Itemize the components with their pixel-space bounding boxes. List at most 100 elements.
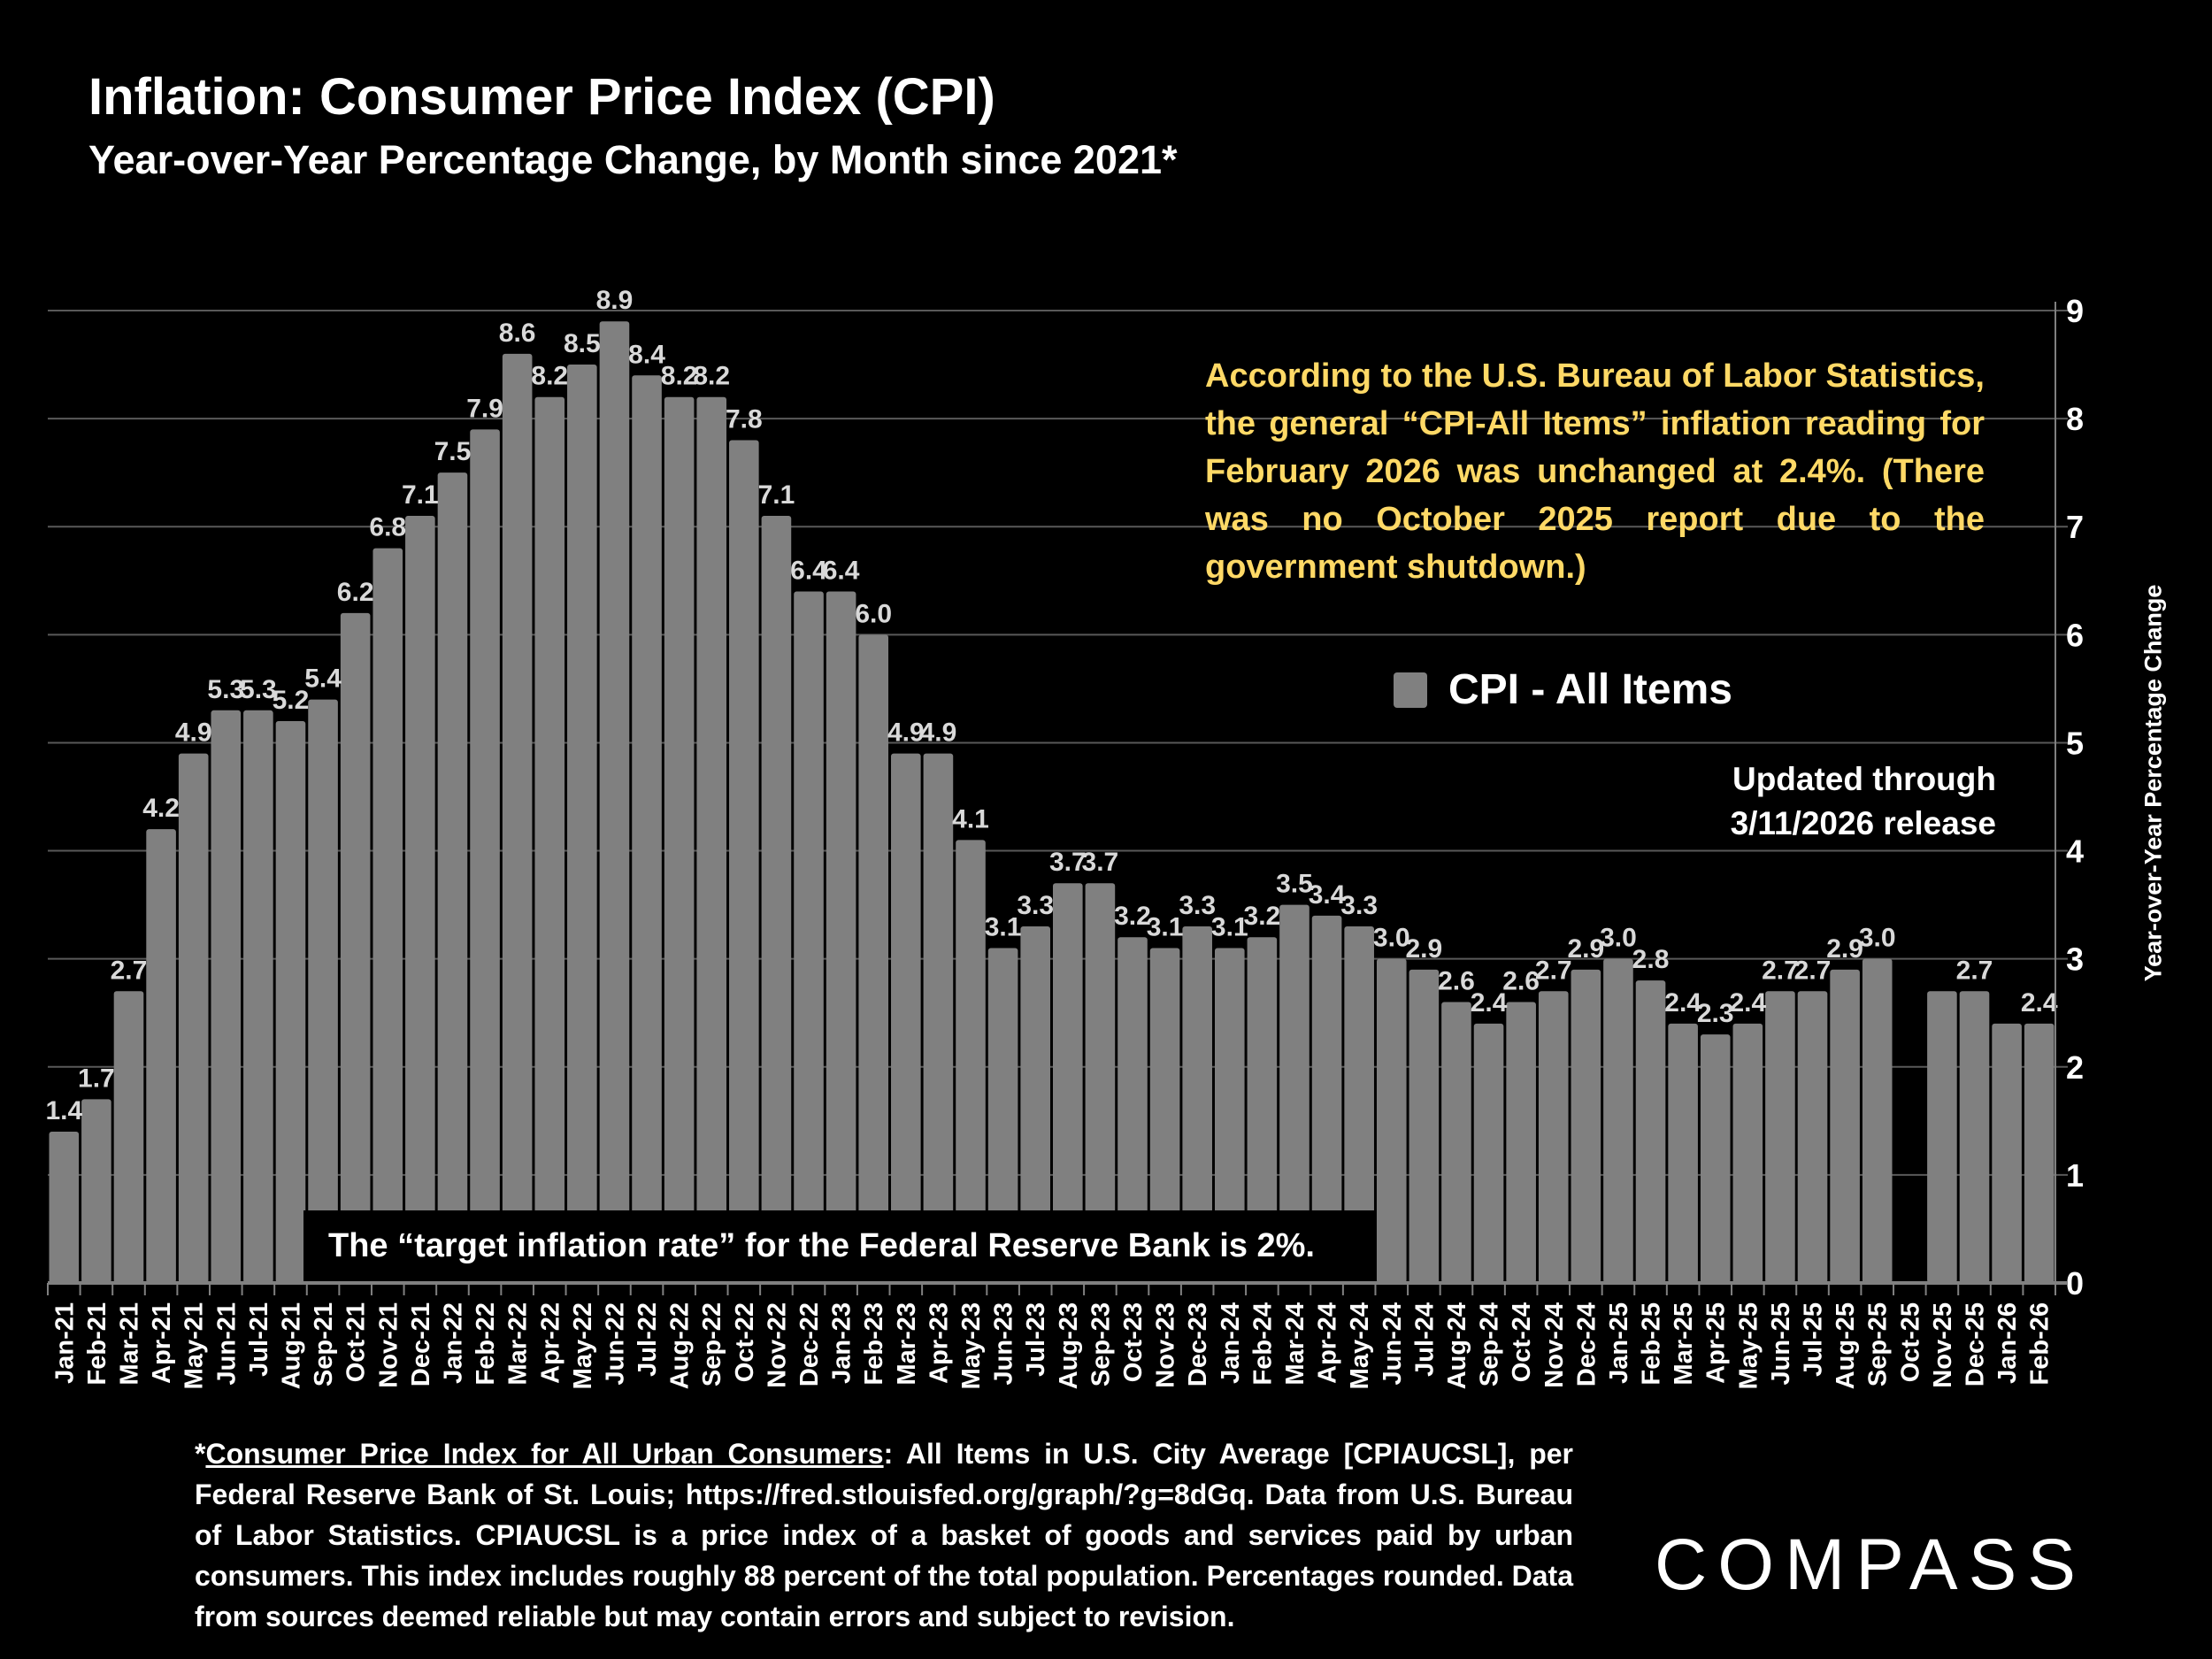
bar-Jan-26 [1992, 1023, 2022, 1283]
y-axis-title: Year-over-Year Percentage Change [2139, 584, 2167, 982]
data-label: 3.1 [1147, 912, 1184, 941]
bar-Aug-23 [1053, 883, 1083, 1283]
bar-Sep-22 [696, 396, 727, 1283]
data-label: 3.3 [1179, 891, 1216, 920]
x-tick-label: Feb-22 [472, 1302, 500, 1385]
bar-Jun-21 [211, 710, 242, 1283]
bar-Feb-23 [858, 634, 889, 1283]
bar-Mar-22 [502, 353, 533, 1283]
x-tick-label: Dec-22 [795, 1302, 824, 1386]
x-tick-label: Feb-24 [1248, 1302, 1277, 1385]
data-label: 2.4 [1664, 988, 1701, 1018]
x-tick-label: Sep-21 [310, 1302, 338, 1386]
annotation-text: According to the U.S. Bureau of Labor St… [1205, 357, 1985, 586]
data-label: 3.4 [1309, 880, 1346, 910]
x-tick-label: Dec-25 [1962, 1302, 1990, 1386]
x-tick-label: May-23 [957, 1302, 986, 1389]
x-tick-label: Jul-21 [245, 1302, 273, 1377]
x-tick-label: Apr-22 [536, 1302, 565, 1384]
x-tick-label: Oct-21 [342, 1302, 371, 1382]
bar-Sep-25 [1862, 958, 1893, 1283]
data-label: 2.9 [1567, 934, 1604, 964]
data-label: 3.5 [1276, 870, 1313, 899]
bar-Feb-22 [470, 429, 500, 1283]
bar-Apr-22 [534, 396, 565, 1283]
data-label: 7.1 [758, 480, 795, 510]
bar-Jun-25 [1765, 991, 1795, 1283]
data-label: 3.2 [1114, 902, 1151, 931]
x-tick-label: Feb-21 [83, 1302, 111, 1385]
data-label: 8.9 [596, 286, 634, 315]
x-tick-label: Dec-23 [1184, 1302, 1212, 1386]
bar-Jul-22 [632, 375, 662, 1284]
bar-May-21 [178, 753, 209, 1283]
data-label: 4.9 [175, 718, 212, 748]
data-label: 4.9 [920, 718, 957, 748]
data-label: 3.1 [985, 912, 1022, 941]
data-label: 2.6 [1438, 967, 1475, 996]
data-label: 3.0 [1859, 924, 1896, 953]
bar-Sep-21 [308, 699, 338, 1283]
x-tick-label: Mar-21 [115, 1302, 143, 1386]
bar-May-23 [956, 840, 986, 1283]
data-label: 6.4 [790, 556, 827, 585]
bar-Jun-23 [987, 948, 1018, 1283]
data-label: 3.2 [1244, 902, 1281, 931]
bar-Aug-24 [1441, 1002, 1471, 1283]
x-tick-label: Jun-21 [212, 1302, 241, 1385]
data-label: 7.5 [434, 437, 472, 466]
chart-subtitle: Year-over-Year Percentage Change, by Mon… [88, 137, 1178, 182]
x-tick-label: May-25 [1734, 1302, 1763, 1389]
bar-May-25 [1732, 1023, 1763, 1283]
bar-Oct-23 [1118, 937, 1148, 1283]
bar-Jun-22 [599, 321, 630, 1283]
bar-Feb-24 [1247, 937, 1278, 1283]
legend: CPI - All Items [1394, 665, 1732, 714]
bar-Feb-25 [1635, 980, 1666, 1283]
data-label: 2.4 [1471, 988, 1508, 1018]
footnote: *Consumer Price Index for All Urban Cons… [195, 1433, 1573, 1637]
y-tick-label: 4 [2066, 833, 2084, 870]
bar-Jan-25 [1603, 958, 1633, 1283]
x-tick-label: Mar-23 [893, 1302, 921, 1386]
footnote-link[interactable]: Consumer Price Index for All Urban Consu… [205, 1438, 884, 1470]
x-tick-label: Feb-25 [1638, 1302, 1666, 1385]
bar-Jan-23 [826, 591, 856, 1283]
x-tick-label: Apr-24 [1314, 1302, 1342, 1384]
x-tick-label: Mar-24 [1281, 1302, 1310, 1386]
data-label: 1.4 [45, 1096, 82, 1125]
data-label: 5.4 [304, 664, 342, 694]
x-tick-label: Oct-22 [731, 1302, 759, 1382]
bar-Dec-23 [1182, 926, 1212, 1283]
x-tick-label: Oct-25 [1896, 1302, 1924, 1382]
bar-Jul-21 [243, 710, 273, 1283]
bar-May-24 [1344, 926, 1374, 1283]
target-rate-note: The “target inflation rate” for the Fede… [303, 1210, 1376, 1281]
data-label: 7.9 [466, 394, 503, 423]
x-tick-label: Nov-22 [763, 1302, 791, 1388]
x-tick-label: Aug-25 [1832, 1302, 1860, 1389]
bar-Jul-24 [1409, 969, 1440, 1283]
bar-Jun-24 [1376, 958, 1407, 1283]
x-tick-label: Mar-22 [504, 1302, 533, 1386]
bar-Apr-24 [1311, 915, 1342, 1283]
bar-Nov-22 [761, 516, 792, 1283]
y-tick-label: 2 [2066, 1049, 2084, 1086]
data-label: 2.9 [1406, 934, 1443, 964]
x-tick-label: Jan-21 [50, 1302, 79, 1384]
y-tick-label: 9 [2066, 293, 2084, 329]
x-tick-label: Sep-24 [1476, 1302, 1504, 1386]
x-tick-label: Jun-25 [1767, 1302, 1795, 1385]
x-tick-label: Sep-23 [1087, 1302, 1115, 1386]
x-tick-label: Apr-25 [1702, 1302, 1731, 1384]
bar-Mar-24 [1279, 904, 1310, 1283]
x-tick-label: Jul-22 [634, 1302, 662, 1377]
data-label: 3.7 [1049, 848, 1087, 877]
bar-Dec-25 [1959, 991, 1990, 1283]
bar-Apr-21 [146, 829, 176, 1283]
bar-Dec-21 [405, 516, 435, 1283]
bar-Aug-22 [664, 396, 695, 1283]
bar-Mar-21 [113, 991, 144, 1283]
x-tick-label: Apr-23 [925, 1302, 953, 1384]
footnote-text: : All Items in U.S. City Average [CPIAUC… [195, 1438, 1574, 1632]
